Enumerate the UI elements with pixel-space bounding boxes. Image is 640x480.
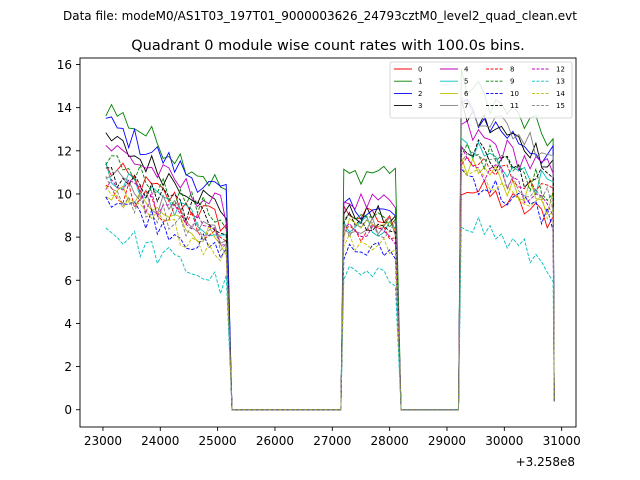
series-line-11 — [105, 138, 555, 411]
y-tick-label: 14 — [57, 101, 72, 115]
series-line-4 — [105, 120, 555, 411]
legend-label-1: 1 — [418, 78, 422, 86]
legend-label-2: 2 — [418, 90, 422, 98]
legend-label-4: 4 — [464, 66, 469, 74]
series-line-10 — [105, 167, 555, 411]
chart-title: Quadrant 0 module wise count rates with … — [131, 38, 525, 54]
legend-label-8: 8 — [510, 66, 514, 74]
y-tick-label: 10 — [57, 187, 72, 201]
x-tick-label: 29000 — [428, 434, 466, 448]
plot-series-group — [105, 68, 555, 411]
series-line-15 — [105, 151, 555, 411]
series-line-0 — [105, 162, 555, 411]
legend-box — [389, 61, 573, 119]
x-tick-label: 25000 — [199, 434, 237, 448]
x-tick-label: 27000 — [313, 434, 351, 448]
series-line-6 — [105, 156, 555, 411]
legend-label-0: 0 — [418, 66, 422, 74]
x-offset-label: +3.258e8 — [516, 455, 575, 469]
legend-label-12: 12 — [556, 66, 565, 74]
series-line-14 — [105, 164, 555, 411]
x-tick-label: 26000 — [256, 434, 294, 448]
legend-label-11: 11 — [510, 102, 519, 110]
legend-label-15: 15 — [556, 102, 565, 110]
x-tick-label: 24000 — [141, 434, 179, 448]
y-tick-label: 16 — [57, 58, 72, 72]
x-axis: 23000 24000 25000 26000 27000 28000 29000 30000… — [84, 427, 581, 448]
x-tick-label: 28000 — [371, 434, 409, 448]
series-line-9 — [105, 143, 555, 411]
y-tick-label: 4 — [64, 317, 72, 331]
legend-label-9: 9 — [510, 78, 514, 86]
series-line-2 — [105, 98, 555, 411]
y-tick-label: 0 — [64, 403, 72, 417]
legend-label-14: 14 — [556, 90, 565, 98]
plot-frame — [79, 57, 577, 428]
legend-label-6: 6 — [464, 90, 469, 98]
y-tick-label: 12 — [57, 144, 72, 158]
x-tick-label: 30000 — [485, 434, 523, 448]
legend-label-13: 13 — [556, 78, 565, 86]
y-axis: 0 2 4 6 8 10 12 14 16 — [57, 58, 80, 417]
x-tick-label: 23000 — [84, 434, 122, 448]
series-line-8 — [105, 155, 555, 411]
data-file-caption: Data file: modeM0/AS1T03_197T01_90000036… — [63, 9, 577, 23]
legend-label-7: 7 — [464, 102, 468, 110]
series-line-5 — [105, 137, 555, 411]
x-tick-label: 31000 — [543, 434, 581, 448]
y-tick-label: 2 — [64, 360, 72, 374]
y-tick-label: 6 — [64, 274, 72, 288]
legend-label-3: 3 — [418, 102, 422, 110]
legend-label-5: 5 — [464, 78, 468, 86]
legend-label-10: 10 — [510, 90, 519, 98]
y-tick-label: 8 — [64, 231, 72, 245]
series-line-3 — [105, 98, 555, 411]
